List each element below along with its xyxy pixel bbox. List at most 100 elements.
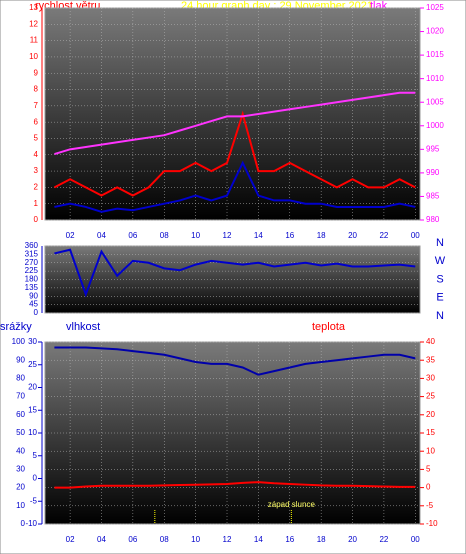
x-tick-label: 08 xyxy=(160,535,169,544)
y2-tick-label: 25 xyxy=(426,392,435,401)
rain-label: srážky xyxy=(0,321,32,333)
x-tick-label: 20 xyxy=(348,535,357,544)
y-tick-label: 30 xyxy=(16,465,25,474)
y2-tick-label: 1025 xyxy=(426,3,444,12)
y2-tick-label: 980 xyxy=(426,215,440,224)
y2-tick-label: 1005 xyxy=(426,97,444,106)
y2-tick-label: 5 xyxy=(426,465,431,474)
series-line xyxy=(54,248,416,298)
x-tick-label: 22 xyxy=(379,231,388,240)
y2-tick-label: 1015 xyxy=(426,50,444,59)
y-tick-label: 360 xyxy=(25,241,39,250)
y-tick-label: 135 xyxy=(25,283,39,292)
y2-tick-label: 15 xyxy=(426,428,435,437)
y2-tick-label: 0 xyxy=(426,483,431,492)
x-tick-label: 18 xyxy=(317,231,326,240)
series-line xyxy=(54,160,416,213)
y3-tick-label: 30 xyxy=(28,337,37,346)
y-tick-label: 225 xyxy=(25,266,39,275)
y-tick-label: 180 xyxy=(25,275,39,284)
x-tick-label: 22 xyxy=(379,535,388,544)
y-tick-label: 9 xyxy=(34,68,39,77)
y2-tick-label: 985 xyxy=(426,192,440,201)
x-tick-label: 10 xyxy=(191,231,200,240)
y3-tick-label: 15 xyxy=(28,405,37,414)
y-tick-label: 11 xyxy=(30,36,39,45)
temperature-label: teplota xyxy=(312,321,346,333)
y-tick-label: 90 xyxy=(16,355,25,364)
series-line xyxy=(54,481,416,489)
x-tick-label: 16 xyxy=(285,535,294,544)
y2-tick-label: -5 xyxy=(426,501,434,510)
y3-tick-label: 20 xyxy=(28,383,37,392)
y-tick-label: 10 xyxy=(16,501,25,510)
y-tick-label: 50 xyxy=(16,428,25,437)
y-tick-label: 315 xyxy=(25,249,39,258)
y-tick-label: 4 xyxy=(34,150,39,159)
series-line xyxy=(54,346,416,376)
series-line xyxy=(54,91,416,156)
y-tick-label: 7 xyxy=(34,101,39,110)
x-tick-label: 00 xyxy=(411,535,420,544)
y-tick-label: 13 xyxy=(29,3,38,12)
y-tick-label: 10 xyxy=(29,52,38,61)
x-tick-label: 10 xyxy=(191,535,200,544)
compass-label: E xyxy=(436,292,443,304)
y-tick-label: 0 xyxy=(34,215,39,224)
x-tick-label: 06 xyxy=(128,231,137,240)
y-tick-label: 100 xyxy=(12,337,26,346)
y-tick-label: 1 xyxy=(34,199,39,208)
annotation: západ slunce xyxy=(268,500,316,509)
x-tick-label: 08 xyxy=(160,231,169,240)
x-tick-label: 14 xyxy=(254,231,263,240)
pressure-label: tlak xyxy=(370,0,388,12)
y-tick-label: 45 xyxy=(29,300,38,309)
y-tick-label: 80 xyxy=(16,374,25,383)
y-tick-label: 270 xyxy=(25,258,39,267)
compass-label: W xyxy=(435,255,446,267)
y2-tick-label: 35 xyxy=(426,355,435,364)
title: 24 hour graph day : 29.November 2021 xyxy=(181,0,373,12)
y3-tick-label: 5 xyxy=(33,451,38,460)
y2-tick-label: 10 xyxy=(426,446,435,455)
x-tick-label: 14 xyxy=(254,535,263,544)
y2-tick-label: -10 xyxy=(426,519,438,528)
x-tick-label: 00 xyxy=(411,231,420,240)
y-tick-label: 5 xyxy=(34,134,39,143)
y3-tick-label: 0 xyxy=(33,474,38,483)
y-tick-label: 2 xyxy=(34,182,39,191)
y-tick-label: 3 xyxy=(34,166,39,175)
y2-tick-label: 20 xyxy=(426,410,435,419)
wind-label: rychlost větru xyxy=(35,0,100,12)
y-tick-label: 8 xyxy=(34,85,39,94)
y-tick-label: 70 xyxy=(16,392,25,401)
x-tick-label: 12 xyxy=(223,231,232,240)
y-tick-label: 60 xyxy=(16,410,25,419)
y2-tick-label: 30 xyxy=(426,374,435,383)
humidity-label: vlhkost xyxy=(66,321,100,333)
y-tick-label: 90 xyxy=(29,291,38,300)
x-tick-label: 18 xyxy=(317,535,326,544)
y3-tick-label: -5 xyxy=(30,496,38,505)
y2-tick-label: 1010 xyxy=(426,74,444,83)
y3-tick-label: -10 xyxy=(25,519,37,528)
y-tick-label: 0 xyxy=(34,308,39,317)
compass-label: S xyxy=(436,273,443,285)
y2-tick-label: 40 xyxy=(426,337,435,346)
x-tick-label: 06 xyxy=(128,535,137,544)
y-tick-label: 12 xyxy=(29,19,38,28)
y-tick-label: 6 xyxy=(34,117,39,126)
x-tick-label: 02 xyxy=(66,535,75,544)
y3-tick-label: 10 xyxy=(28,428,37,437)
x-tick-label: 04 xyxy=(97,231,106,240)
series-line xyxy=(53,110,416,197)
y2-tick-label: 990 xyxy=(426,168,440,177)
y-tick-label: 40 xyxy=(16,446,25,455)
compass-label: N xyxy=(436,310,444,322)
x-tick-label: 02 xyxy=(66,231,75,240)
y3-tick-label: 25 xyxy=(28,360,37,369)
y2-tick-label: 1000 xyxy=(426,121,444,130)
x-tick-label: 04 xyxy=(97,535,106,544)
y2-tick-label: 995 xyxy=(426,144,440,153)
compass-label: N xyxy=(436,237,444,249)
